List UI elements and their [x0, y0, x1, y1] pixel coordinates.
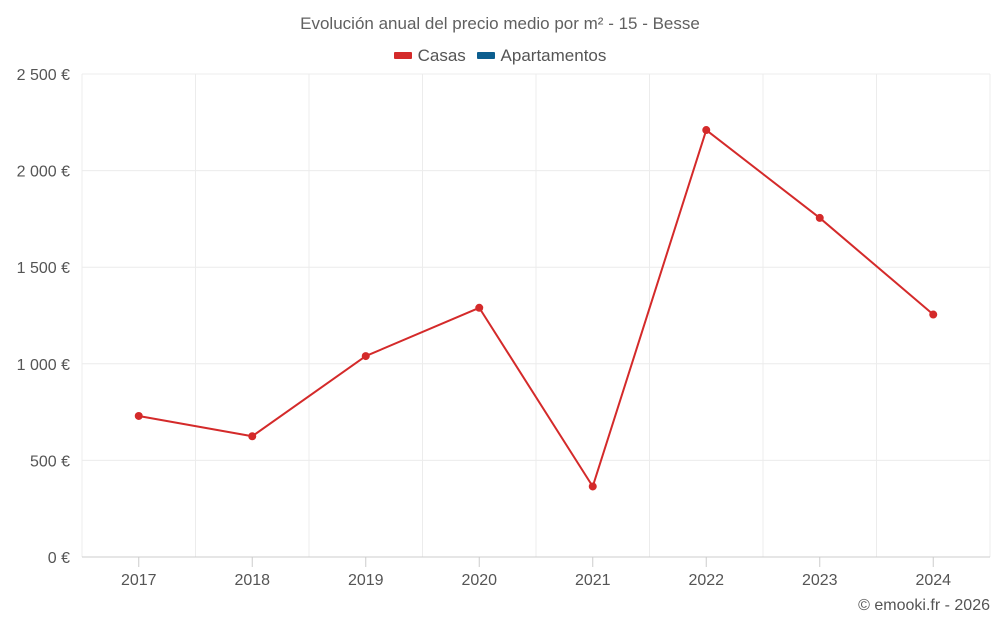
x-tick-label: 2022 [688, 572, 724, 589]
data-point [475, 303, 484, 312]
x-tick-label: 2024 [915, 572, 951, 589]
y-tick-label: 2 000 € [17, 164, 70, 181]
x-tick-label: 2020 [461, 572, 497, 589]
y-tick-label: 1 000 € [17, 357, 70, 374]
series-layer [134, 126, 938, 491]
y-tick-label: 500 € [30, 453, 70, 470]
y-tick-label: 0 € [48, 550, 70, 567]
chart-title: Evolución anual del precio medio por m² … [300, 14, 700, 33]
y-tick-label: 2 500 € [17, 67, 70, 84]
legend-swatch-apartamentos [476, 52, 495, 59]
legend: Casas Apartamentos [0, 44, 1000, 66]
data-point [702, 126, 711, 135]
data-point [361, 352, 370, 361]
data-point [248, 432, 257, 441]
legend-swatch-casas [393, 52, 412, 59]
x-tick-label: 2019 [348, 572, 384, 589]
grid-layer [81, 73, 991, 557]
legend-label-casas: Casas [417, 45, 466, 65]
x-tick-label: 2021 [575, 572, 611, 589]
data-point [134, 411, 143, 420]
legend-item-casas[interactable]: Casas [393, 45, 466, 66]
x-tick-label: 2023 [802, 572, 838, 589]
legend-item-apartamentos[interactable]: Apartamentos [476, 45, 607, 66]
data-point [588, 482, 597, 491]
data-point [929, 310, 938, 319]
x-tick-label: 2018 [234, 572, 270, 589]
legend-label-apartamentos: Apartamentos [500, 45, 607, 65]
x-tick-label: 2017 [121, 572, 157, 589]
axis-layer: 0 € 500 € 1 000 € 1 500 € 2 000 € 2 500 € 2017… [17, 67, 990, 589]
y-tick-label: 1 500 € [17, 260, 70, 277]
credit-text: © emooki.fr - 2026 [858, 597, 990, 614]
data-point [815, 213, 824, 222]
series-line-casas [138, 129, 934, 488]
